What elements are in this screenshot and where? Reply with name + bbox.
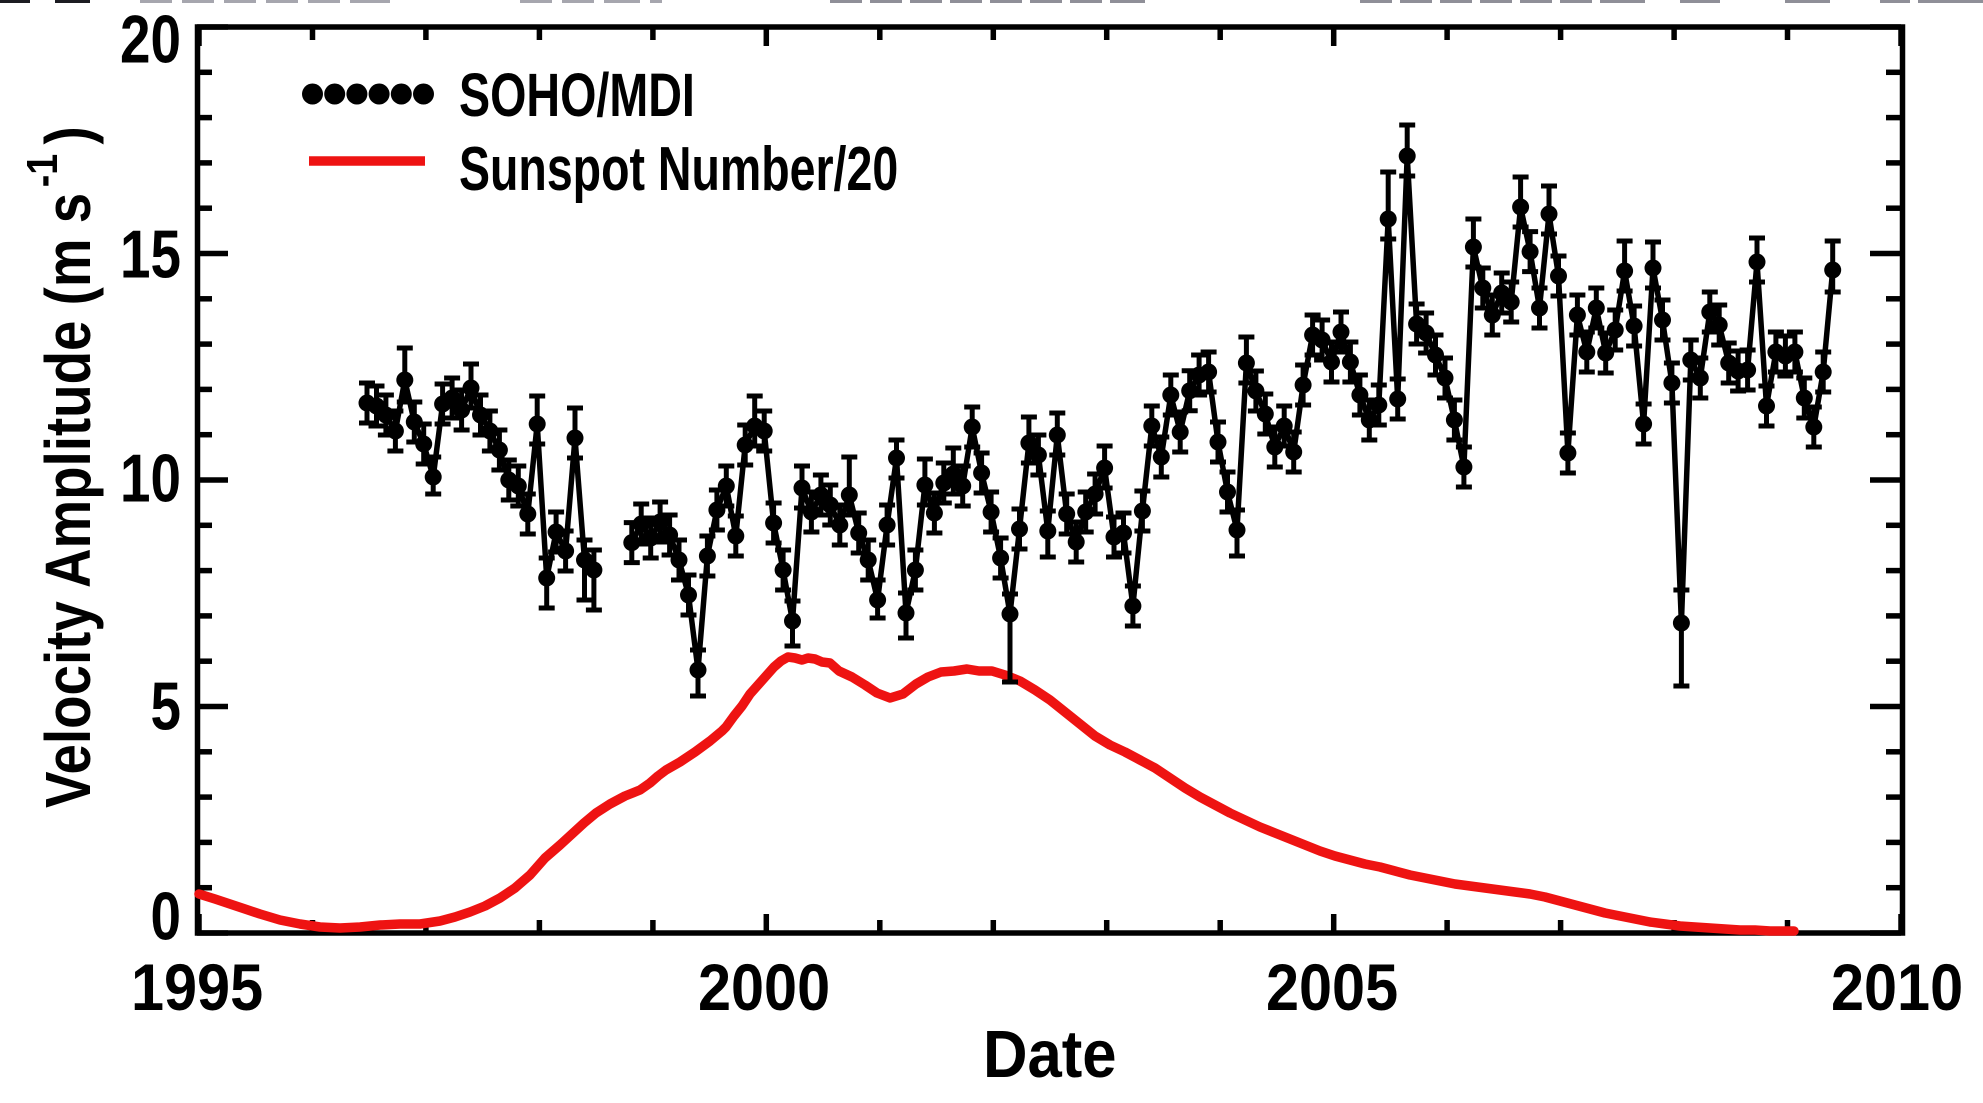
svg-text:5: 5 (151, 669, 181, 745)
svg-text:10: 10 (120, 441, 181, 517)
svg-text:SOHO/MDI: SOHO/MDI (459, 61, 695, 130)
svg-text:0: 0 (151, 879, 181, 955)
svg-text:1995: 1995 (131, 951, 263, 1025)
svg-text:Date: Date (983, 1017, 1117, 1092)
svg-text:2000: 2000 (698, 951, 830, 1025)
svg-text:Velocity Amplitude (m s: Velocity Amplitude (m s (32, 193, 104, 808)
svg-text:-1: -1 (17, 154, 66, 187)
svg-text:15: 15 (120, 217, 181, 293)
svg-text:2010: 2010 (1831, 951, 1963, 1025)
svg-text:Sunspot Number/20: Sunspot Number/20 (459, 133, 898, 203)
svg-text:2005: 2005 (1266, 951, 1398, 1025)
svg-text:20: 20 (120, 2, 181, 78)
svg-text:): ) (32, 126, 104, 144)
